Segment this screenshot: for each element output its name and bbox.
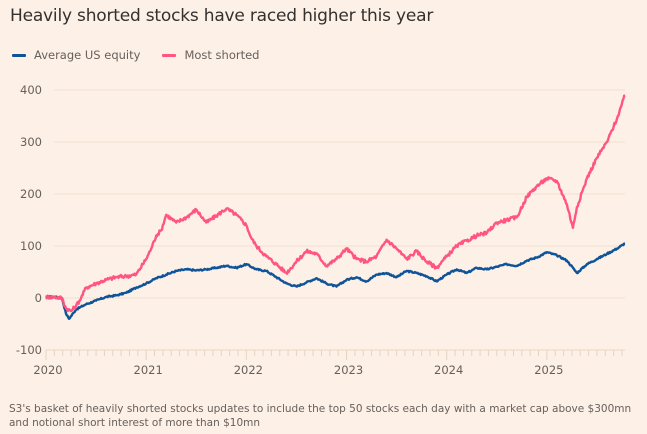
- legend-label: Most shorted: [184, 48, 260, 62]
- series-line-most-shorted: [44, 94, 626, 313]
- y-tick-label: 0: [35, 291, 42, 305]
- y-tick-label: 400: [20, 83, 42, 97]
- legend-label: Average US equity: [34, 48, 141, 62]
- x-tick-label: 2025: [534, 363, 563, 377]
- x-tick-label: 2023: [334, 363, 363, 377]
- series-lines: [44, 94, 626, 320]
- legend-swatch-average-us-equity: [12, 53, 26, 57]
- legend-item-most-shorted: Most shorted: [162, 48, 259, 62]
- y-tick-label: 200: [20, 187, 42, 201]
- x-tick-label: 2021: [134, 363, 163, 377]
- y-tick-label: 300: [20, 135, 42, 149]
- x-tick-label: 2022: [234, 363, 263, 377]
- y-axis: -100 0 100 200 300 400: [16, 83, 42, 357]
- series-line-average-us-equity: [45, 242, 626, 320]
- x-tick-label: 2020: [33, 363, 62, 377]
- legend: Average US equity Most shorted: [12, 48, 259, 62]
- y-tick-label: -100: [16, 343, 42, 357]
- gridlines: [54, 89, 625, 299]
- x-tick-label: 2024: [434, 363, 463, 377]
- chart-caption: S3's basket of heavily shorted stocks up…: [9, 403, 632, 429]
- chart-title: Heavily shorted stocks have raced higher…: [10, 6, 434, 26]
- legend-item-average-us-equity: Average US equity: [12, 48, 140, 62]
- y-tick-label: 100: [20, 239, 42, 253]
- legend-swatch-most-shorted: [162, 53, 177, 57]
- x-axis: 2020 2021 2022 2023 2024 2025: [33, 349, 625, 377]
